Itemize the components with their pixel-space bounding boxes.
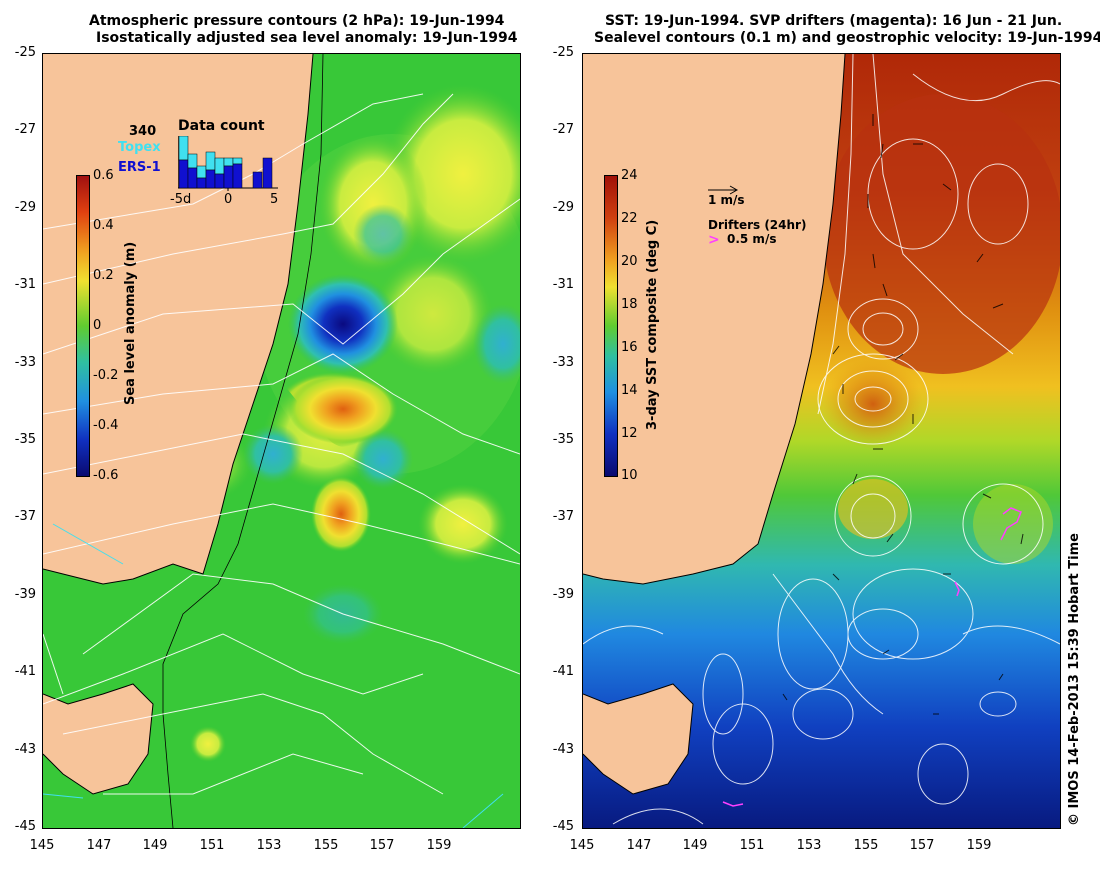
left-lat-tick: -33 — [14, 355, 36, 370]
right-lat-tick: -25 — [552, 45, 574, 60]
left-title-line1: Atmospheric pressure contours (2 hPa): 1… — [89, 13, 505, 29]
left-lat-tick: -27 — [14, 122, 36, 137]
velocity-legend-arrow — [708, 180, 740, 199]
left-lon-tick: 157 — [369, 838, 395, 853]
right-lat-tick: -37 — [552, 509, 574, 524]
left-lon-tick: 147 — [86, 838, 112, 853]
left-lon-tick: 159 — [426, 838, 452, 853]
left-lat-tick: -35 — [14, 432, 36, 447]
left-lat-tick: -41 — [14, 664, 36, 679]
drifters-legend-title: Drifters (24hr) — [708, 218, 807, 232]
sla-cb-tick-0: 0.6 — [93, 168, 114, 183]
drifter-arrow-icon: > — [708, 232, 720, 248]
data-count-histogram — [178, 136, 278, 191]
left-lat-tick: -39 — [14, 587, 36, 602]
right-lat-tick: -43 — [552, 742, 574, 757]
sla-cb-tick-6: -0.6 — [93, 468, 119, 483]
right-lat-tick: -33 — [552, 355, 574, 370]
right-lat-tick: -29 — [552, 200, 574, 215]
right-lat-tick: -41 — [552, 664, 574, 679]
right-lon-tick: 151 — [739, 838, 765, 853]
velocity-legend-label: 1 m/s — [708, 193, 745, 207]
sla-cb-tick-2: 0.2 — [93, 268, 114, 283]
left-lon-tick: 145 — [29, 838, 55, 853]
sla-map-graphic — [43, 54, 520, 828]
right-title-line1: SST: 19-Jun-1994. SVP drifters (magenta)… — [605, 13, 1063, 29]
data-count-title: Data count — [178, 118, 265, 134]
right-lat-tick: -31 — [552, 277, 574, 292]
right-lon-tick: 159 — [966, 838, 992, 853]
data-count-inset: 340 Data count Topex ERS-1 -5d 0 5 — [118, 118, 288, 210]
sst-map-graphic — [583, 54, 1060, 828]
right-lon-tick: 145 — [569, 838, 595, 853]
sla-cb-tick-3: 0 — [93, 318, 102, 333]
right-lon-tick: 149 — [682, 838, 708, 853]
data-count-value: 340 — [129, 124, 157, 139]
left-lon-tick: 153 — [256, 838, 282, 853]
sla-map — [42, 53, 521, 829]
right-lon-tick: 153 — [796, 838, 822, 853]
left-title-line2: Isostatically adjusted sea level anomaly… — [96, 30, 518, 46]
left-lon-tick: 149 — [142, 838, 168, 853]
drifters-legend-label: 0.5 m/s — [727, 232, 777, 246]
sst-cb-tick-6: 12 — [621, 426, 638, 441]
right-lat-tick: -27 — [552, 122, 574, 137]
left-lon-tick: 151 — [199, 838, 225, 853]
sla-colorbar — [76, 175, 90, 477]
left-lat-tick: -25 — [14, 45, 36, 60]
right-title-line2: Sealevel contours (0.1 m) and geostrophi… — [594, 30, 1100, 46]
left-lat-tick: -37 — [14, 509, 36, 524]
right-lat-tick: -35 — [552, 432, 574, 447]
inset-tick-minus5: -5d — [170, 192, 192, 207]
right-lon-tick: 155 — [853, 838, 879, 853]
right-lon-tick: 147 — [626, 838, 652, 853]
sla-cb-tick-1: 0.4 — [93, 218, 114, 233]
sst-colorbar — [604, 175, 618, 477]
right-lat-tick: -39 — [552, 587, 574, 602]
left-lon-tick: 155 — [313, 838, 339, 853]
right-lon-tick: 157 — [909, 838, 935, 853]
left-lat-tick: -31 — [14, 277, 36, 292]
left-lat-tick: -43 — [14, 742, 36, 757]
left-lat-tick: -29 — [14, 200, 36, 215]
right-lat-tick: -45 — [552, 819, 574, 834]
sst-cb-tick-5: 14 — [621, 383, 638, 398]
sst-cb-tick-7: 10 — [621, 468, 638, 483]
sla-colorbar-title: Sea level anomaly (m) — [123, 241, 138, 405]
sst-cb-tick-1: 22 — [621, 211, 638, 226]
inset-tick-5: 5 — [270, 192, 279, 207]
sst-cb-tick-0: 24 — [621, 168, 638, 183]
sla-cb-tick-5: -0.4 — [93, 418, 119, 433]
ers-label: ERS-1 — [118, 160, 161, 175]
topex-label: Topex — [118, 140, 161, 155]
sst-cb-tick-4: 16 — [621, 340, 638, 355]
sst-colorbar-title: 3-day SST composite (deg C) — [645, 219, 660, 430]
sst-map — [582, 53, 1061, 829]
credit-text: © IMOS 14-Feb-2013 15:39 Hobart Time — [1067, 533, 1082, 826]
left-lat-tick: -45 — [14, 819, 36, 834]
sst-cb-tick-2: 20 — [621, 254, 638, 269]
sla-cb-tick-4: -0.2 — [93, 368, 119, 383]
inset-tick-0: 0 — [224, 192, 233, 207]
sst-cb-tick-3: 18 — [621, 297, 638, 312]
